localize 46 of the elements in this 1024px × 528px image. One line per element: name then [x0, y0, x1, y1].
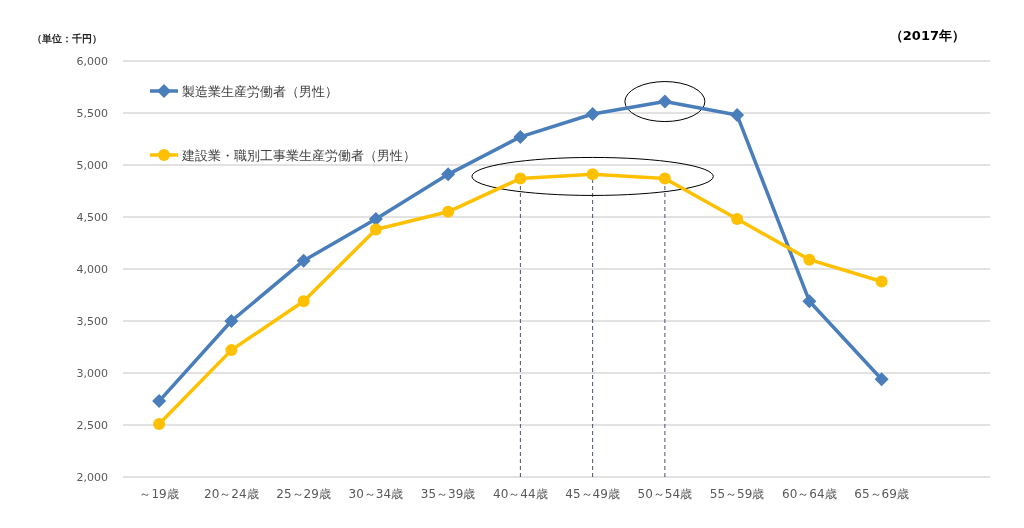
legend-item: 製造業生産労働者（男性） — [150, 84, 338, 99]
x-tick-label: 20～24歳 — [204, 487, 259, 501]
point — [152, 394, 167, 409]
point — [657, 94, 672, 109]
y-tick-label: 2,000 — [76, 471, 108, 484]
x-tick-label: 30～34歳 — [348, 487, 404, 501]
y-tick-label: 2,500 — [76, 419, 108, 432]
point — [875, 275, 888, 288]
point — [730, 108, 745, 123]
x-tick-label: 35～39歳 — [420, 487, 476, 501]
legend-label: 製造業生産労働者（男性） — [182, 84, 338, 99]
y-tick-label: 4,000 — [76, 263, 108, 276]
x-tick-label: 50～54歳 — [637, 487, 693, 501]
point — [514, 172, 527, 185]
point — [731, 213, 744, 226]
point — [874, 372, 889, 387]
point — [802, 294, 817, 309]
point — [224, 314, 239, 328]
x-tick-label: 25～29歳 — [276, 487, 331, 501]
point — [153, 417, 166, 430]
legend-item: 建設業・職別工事業生産労働者（男性） — [150, 148, 416, 163]
x-tick-label: 40～44歳 — [493, 487, 548, 501]
point — [296, 253, 311, 268]
y-tick-label: 3,500 — [76, 315, 108, 328]
point — [225, 344, 238, 357]
point — [586, 168, 599, 181]
point — [803, 253, 816, 266]
y-tick-label: 5,500 — [76, 107, 108, 120]
point — [513, 129, 528, 144]
point — [585, 107, 600, 122]
x-tick-label: 55～59歳 — [709, 487, 765, 501]
y-axis-title: （単位：千円） — [32, 33, 102, 44]
point — [441, 167, 456, 182]
x-tick-label: 45～49歳 — [565, 487, 620, 501]
point — [442, 205, 455, 218]
point — [297, 295, 310, 308]
y-tick-label: 6,000 — [76, 55, 108, 68]
y-tick-label: 5,000 — [76, 159, 108, 172]
y-tick-label: 4,500 — [76, 211, 108, 224]
x-tick-label: 65～69歳 — [854, 487, 909, 501]
text: （2017年） — [889, 28, 965, 43]
x-tick-label: ～19歳 — [139, 487, 179, 501]
y-tick-label: 3,000 — [76, 367, 108, 380]
point — [658, 172, 671, 185]
point — [369, 223, 382, 236]
x-tick-label: 60～64歳 — [782, 487, 837, 501]
